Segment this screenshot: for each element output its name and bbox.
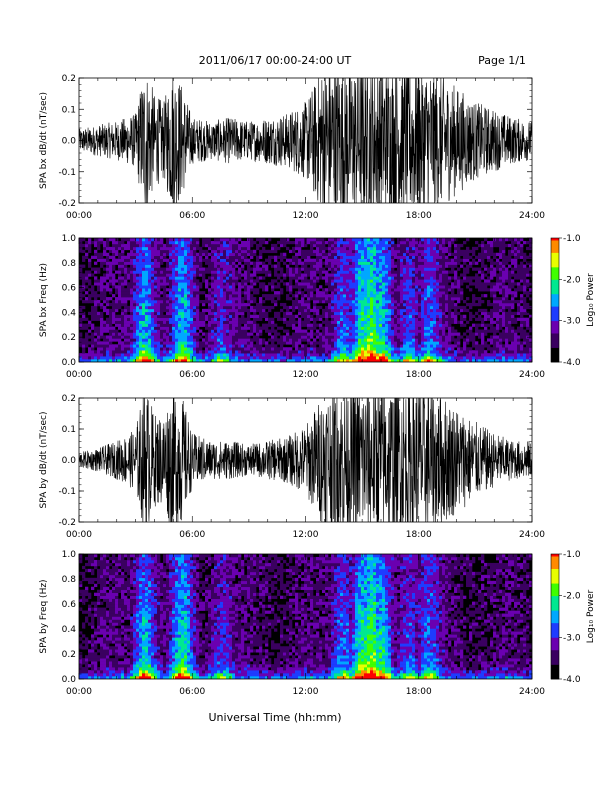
colorbar-tick-label: -4.0 [563, 675, 581, 685]
panel-3: -0.2 -0.1 0.0 0.1 0.2 00:00 06:00 12:00 18:00 24:… [39, 394, 545, 540]
colorbar-tick-label: -3.0 [563, 317, 581, 327]
x-tick-label: 06:00 [179, 211, 205, 221]
x-tick-label: 24:00 [519, 530, 545, 540]
y-tick-label: 0.2 [62, 394, 76, 404]
spectrogram [79, 554, 532, 679]
y-axis-title: SPA by Freq (Hz) [39, 579, 49, 653]
y-tick-label: 0.0 [62, 137, 77, 147]
colorbar-tick-label: -2.0 [563, 592, 581, 602]
y-tick-label: 0.2 [62, 650, 76, 660]
x-tick-label: 06:00 [179, 687, 205, 697]
series-trace [79, 78, 532, 203]
colorbar-tick-label: -3.0 [563, 633, 581, 643]
page-title: 2011/06/17 00:00-24:00 UT [199, 54, 352, 67]
y-axis-title: SPA bx Freq (Hz) [39, 263, 49, 337]
x-tick-label: 18:00 [406, 211, 432, 221]
y-tick-label: 0.0 [62, 456, 77, 466]
x-tick-label: 00:00 [66, 370, 92, 380]
x-tick-label: 18:00 [406, 370, 432, 380]
x-tick-label: 24:00 [519, 211, 545, 221]
y-tick-label: 1.0 [62, 550, 77, 560]
spectrogram [79, 238, 532, 362]
y-tick-label: 0.1 [62, 105, 76, 115]
x-tick-label: 00:00 [66, 687, 92, 697]
colorbar-label: Log₁₀ Power [586, 590, 596, 644]
colorbar-tick-label: -4.0 [563, 358, 581, 368]
x-tick-label: 06:00 [179, 530, 205, 540]
x-tick-label: 00:00 [66, 530, 92, 540]
colorbar-label: Log₁₀ Power [586, 273, 596, 327]
x-tick-label: 24:00 [519, 370, 545, 380]
x-tick-label: 12:00 [293, 687, 319, 697]
x-tick-label: 12:00 [293, 530, 319, 540]
y-tick-label: 0.1 [62, 425, 76, 435]
y-tick-label: -0.2 [58, 199, 76, 209]
colorbar: -1.0 -2.0 -3.0 -4.0 Log₁₀ Power [550, 234, 596, 368]
y-tick-label: 0.8 [62, 259, 77, 269]
y-tick-label: 1.0 [62, 234, 77, 244]
x-tick-label: 12:00 [293, 370, 319, 380]
colorbar: -1.0 -2.0 -3.0 -4.0 Log₁₀ Power [550, 550, 596, 685]
y-tick-label: 0.6 [62, 600, 77, 610]
y-tick-label: -0.1 [58, 168, 76, 178]
x-tick-label: 12:00 [293, 211, 319, 221]
y-tick-label: -0.2 [58, 518, 76, 528]
x-tick-label: 06:00 [179, 370, 205, 380]
y-tick-label: 0.4 [62, 308, 77, 318]
y-tick-label: 0.8 [62, 575, 77, 585]
panels: -0.2 -0.1 0.0 0.1 0.2 00:00 06:00 12:00 18:00 24:… [39, 74, 596, 697]
y-tick-label: 0.2 [62, 333, 76, 343]
x-tick-label: 00:00 [66, 211, 92, 221]
panel-2: -1.0 -2.0 -3.0 -4.0 Log₁₀ Power 0.0 0.2 0.4 0.6 0… [39, 234, 596, 380]
x-tick-label: 18:00 [406, 687, 432, 697]
series-trace [79, 398, 532, 522]
colorbar-tick-label: -2.0 [563, 275, 581, 285]
y-tick-label: 0.0 [62, 675, 77, 685]
y-axis-title: SPA by dB/dt (nT/sec) [39, 412, 49, 509]
y-tick-label: 0.2 [62, 74, 76, 84]
panel-4: -1.0 -2.0 -3.0 -4.0 Log₁₀ Power 0.0 0.2 0.4 0.6 0… [39, 550, 596, 697]
y-tick-label: 0.4 [62, 625, 77, 635]
x-tick-label: 24:00 [519, 687, 545, 697]
panel-1: -0.2 -0.1 0.0 0.1 0.2 00:00 06:00 12:00 18:00 24:… [39, 74, 545, 221]
y-tick-label: 0.6 [62, 284, 77, 294]
x-tick-label: 18:00 [406, 530, 432, 540]
colorbar-tick-label: -1.0 [563, 234, 581, 244]
y-axis-title: SPA bx dB/dt (nT/sec) [39, 92, 49, 189]
y-tick-label: 0.0 [62, 358, 77, 368]
colorbar-tick-label: -1.0 [563, 550, 581, 560]
x-axis-title: Universal Time (hh:mm) [209, 711, 342, 724]
page-number: Page 1/1 [478, 54, 526, 67]
y-tick-label: -0.1 [58, 487, 76, 497]
